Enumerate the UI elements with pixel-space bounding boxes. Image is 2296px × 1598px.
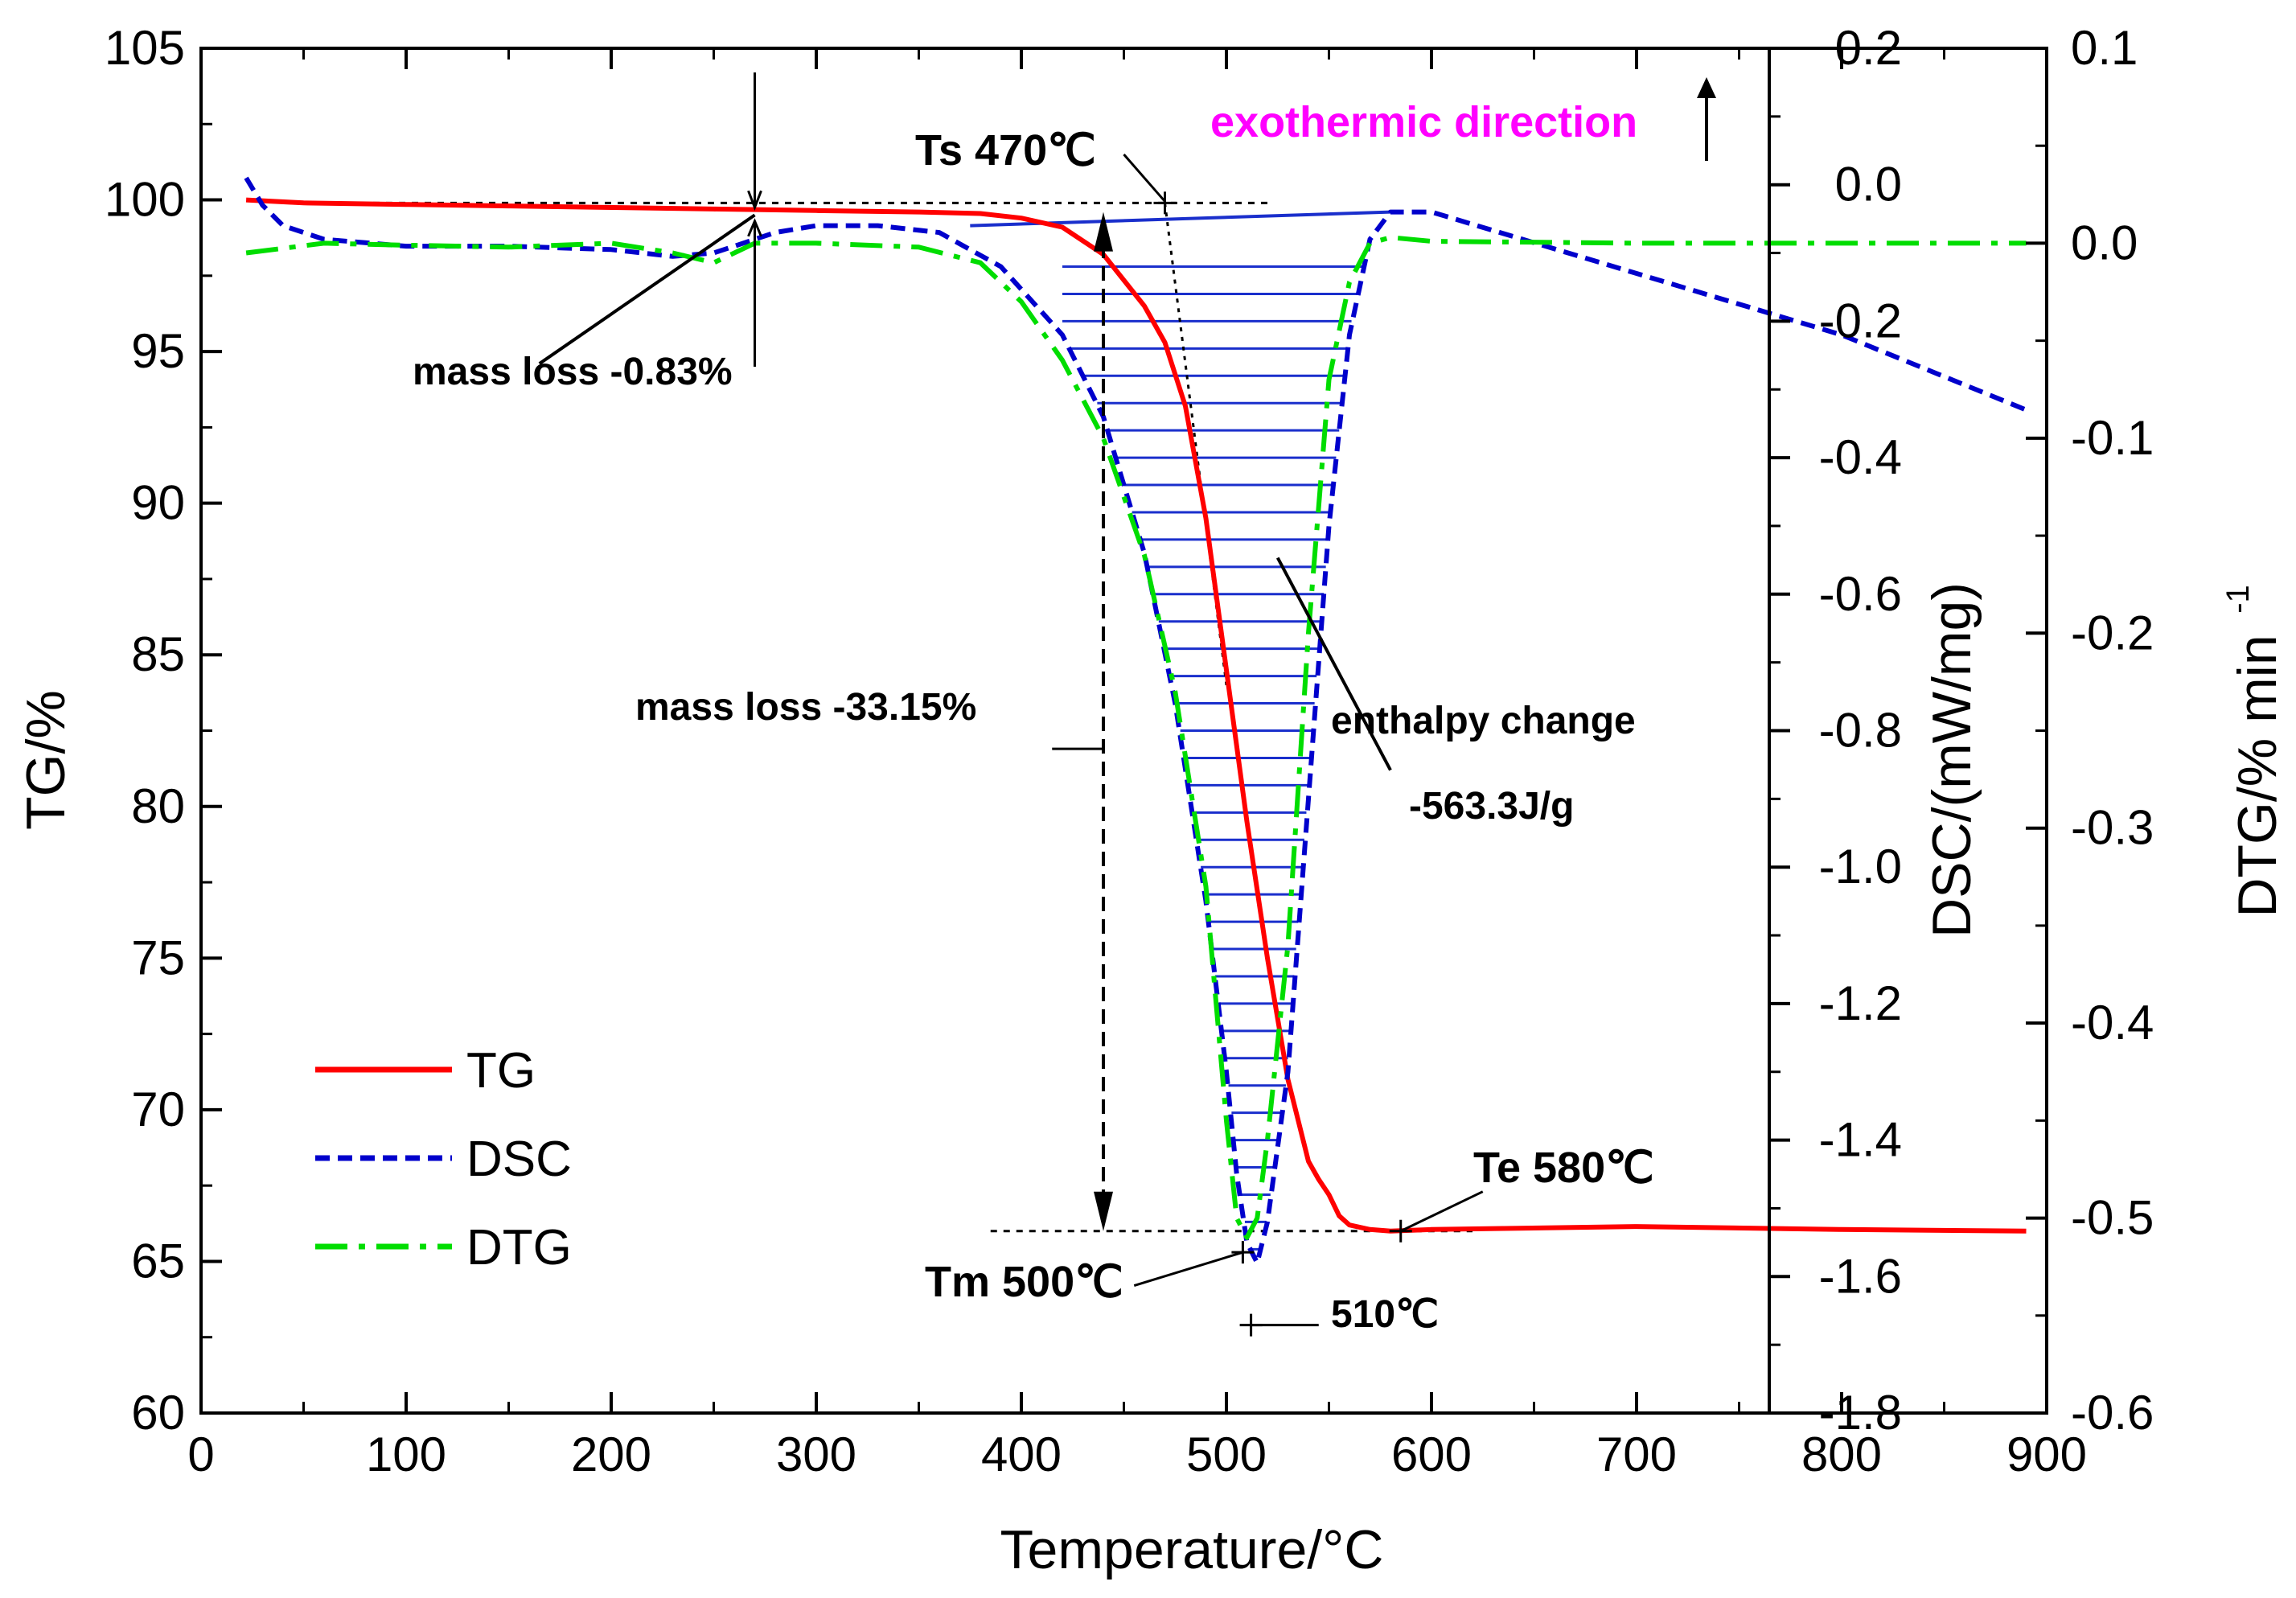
x-tick-label: 0 xyxy=(187,1428,214,1481)
exo-arrowhead xyxy=(1697,77,1716,98)
dtg-tick-label: -0.2 xyxy=(2071,606,2154,659)
dsc-tick-label: -0.4 xyxy=(1819,430,1902,484)
tg-tick-label: 80 xyxy=(131,779,185,833)
mass-loss-2-label: mass loss -33.15% xyxy=(635,686,976,729)
ts-label: Ts 470℃ xyxy=(915,126,1096,175)
dtg-axis-title-sup: -1 xyxy=(2220,585,2256,614)
enthalpy-label: enthalpy change xyxy=(1331,700,1636,742)
dsc-tick-label: -1.2 xyxy=(1819,976,1902,1030)
dtg-tick-label: -0.3 xyxy=(2071,801,2154,855)
dtg-tick-label: -0.1 xyxy=(2071,411,2154,465)
ts-tangent-line xyxy=(1164,203,1228,686)
x-axis-title: Temperature/°C xyxy=(1000,1519,1384,1580)
tg-tick-label: 70 xyxy=(131,1082,185,1136)
series-lines xyxy=(244,176,2027,1266)
x-tick-label: 900 xyxy=(2006,1428,2087,1481)
exo-label: exothermic direction xyxy=(1210,98,1637,146)
enthalpy-leader xyxy=(1275,557,1392,771)
dtg-tick-label: -0.6 xyxy=(2071,1386,2154,1440)
legend-dsc-label: DSC xyxy=(466,1132,572,1187)
mass-loss-1-leader xyxy=(538,213,756,365)
peak-label: 510℃ xyxy=(1331,1293,1439,1336)
mass-loss-1-bottom-arrowhead xyxy=(747,218,762,237)
dsc-tick-label: 0.0 xyxy=(1835,158,1902,212)
dsc-tick-label: -0.6 xyxy=(1819,567,1902,621)
x-tick-label: 200 xyxy=(571,1428,651,1481)
dsc-axis-title: DSC/(mW/mg) xyxy=(1921,582,1982,938)
dtg-tick-label: 0.0 xyxy=(2071,216,2138,269)
mass-loss-1-label: mass loss -0.83% xyxy=(413,351,733,393)
tick-labels: 0 100 200 300 400 500 600 700 800 900 60 65 70 75 80 85… xyxy=(105,21,2154,1481)
x-tick-label: 700 xyxy=(1596,1428,1677,1481)
x-tick-label: 100 xyxy=(366,1428,446,1481)
tg-tick-label: 85 xyxy=(131,627,185,681)
annotation-lines xyxy=(538,72,1716,1337)
legend: TG DSC DTG xyxy=(315,1043,572,1276)
dsc-tick-label: -1.0 xyxy=(1819,840,1902,893)
legend-tg-label: TG xyxy=(466,1043,536,1099)
dtg-curve xyxy=(245,235,2027,1240)
dtg-tick-label: -0.4 xyxy=(2071,996,2154,1050)
te-label: Te 580℃ xyxy=(1473,1144,1654,1192)
x-tick-label: 500 xyxy=(1186,1428,1267,1481)
dsc-tick-label: -1.6 xyxy=(1819,1249,1902,1303)
dsc-tick-label: -1.4 xyxy=(1819,1113,1902,1167)
x-tick-label: 600 xyxy=(1391,1428,1472,1481)
tg-tick-label: 65 xyxy=(131,1234,185,1288)
dsc-tick-label: -1.8 xyxy=(1819,1386,1902,1440)
tg-curve xyxy=(245,197,2027,1234)
x-tick-label: 300 xyxy=(776,1428,856,1481)
dtg-tick-label: 0.1 xyxy=(2071,21,2138,75)
legend-dtg-label: DTG xyxy=(466,1220,572,1276)
tg-tick-label: 90 xyxy=(131,476,185,530)
dtg-axis-title: DTG/% min -1 xyxy=(2220,585,2288,917)
dsc-curve xyxy=(244,176,2027,1266)
tg-tick-label: 100 xyxy=(105,173,185,227)
enthalpy-fill-area xyxy=(970,210,1391,1251)
dsc-tick-label: 0.2 xyxy=(1835,21,1902,75)
tg-tick-label: 95 xyxy=(131,324,185,378)
ts-leader xyxy=(1123,154,1166,203)
enthalpy-value-label: -563.3J/g xyxy=(1409,785,1574,828)
tm-label: Tm 500℃ xyxy=(925,1258,1123,1306)
x-tick-label: 800 xyxy=(1801,1428,1882,1481)
axes xyxy=(199,47,2048,1415)
tg-axis-title: TG/% xyxy=(15,690,76,830)
dsc-tick-label: -0.2 xyxy=(1819,294,1902,347)
mass-loss-1-top-arrowhead xyxy=(747,190,762,212)
dtg-tick-label: -0.5 xyxy=(2071,1191,2154,1245)
tg-tick-label: 75 xyxy=(131,930,185,984)
tg-tick-label: 60 xyxy=(131,1386,185,1440)
x-tick-label: 400 xyxy=(981,1428,1062,1481)
dsc-tick-label: -0.8 xyxy=(1819,704,1902,758)
dtg-axis-title-main: DTG/% min xyxy=(2227,635,2288,917)
mass-loss-2-arrowhead-bottom xyxy=(1094,1191,1113,1231)
tg-tick-label: 105 xyxy=(105,21,185,75)
mass-loss-2-arrowhead-top xyxy=(1094,212,1113,252)
te-leader xyxy=(1400,1190,1484,1233)
tm-leader xyxy=(1133,1251,1243,1288)
